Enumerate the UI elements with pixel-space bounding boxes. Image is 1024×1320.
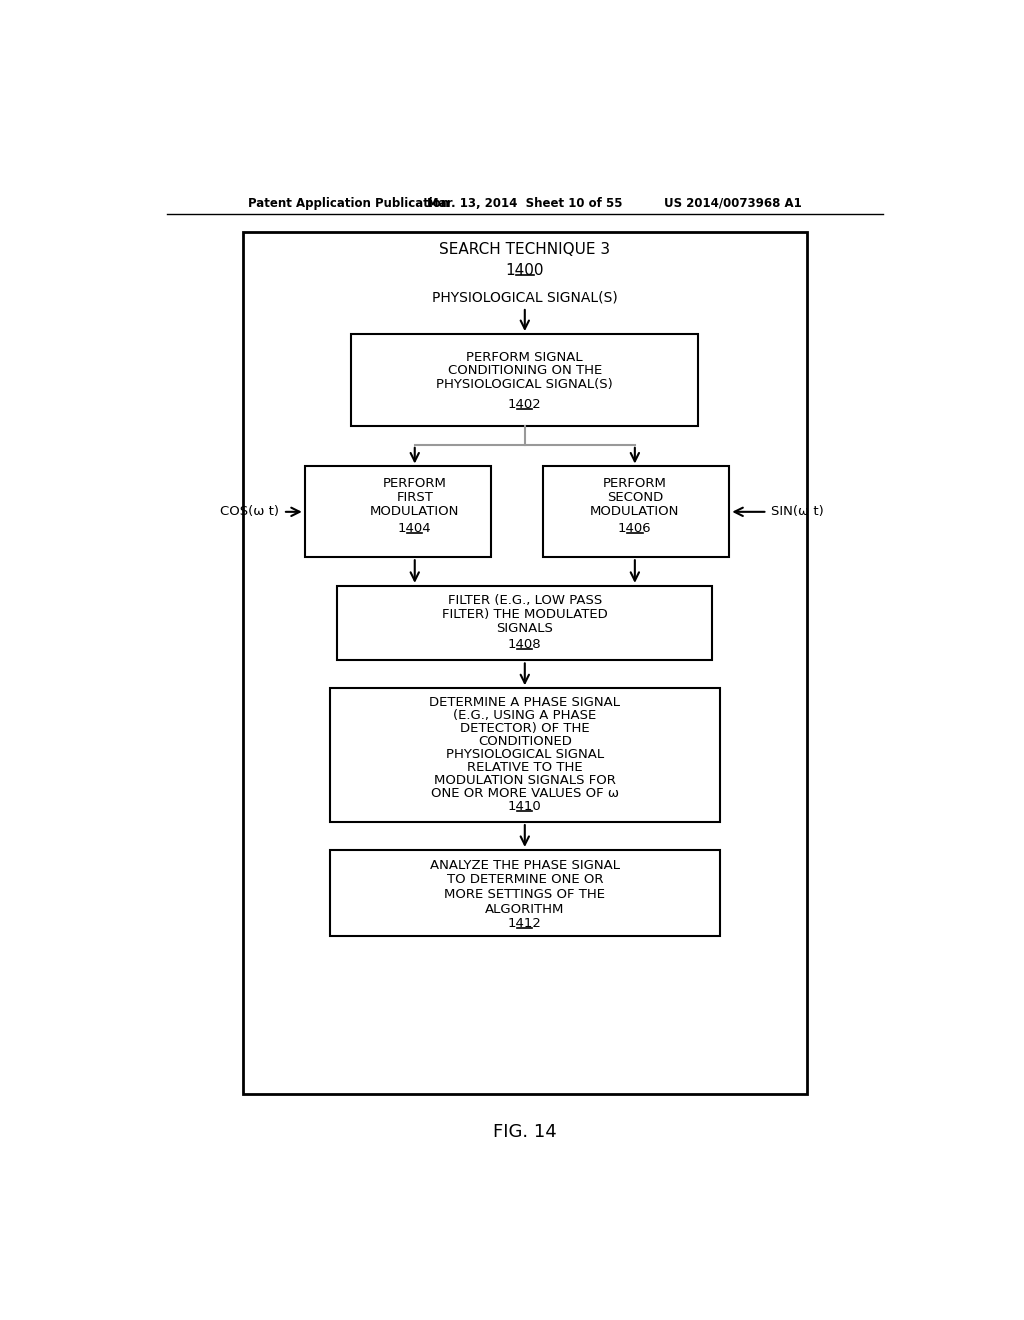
Text: SIN(ω t): SIN(ω t) — [771, 506, 824, 519]
FancyBboxPatch shape — [330, 850, 720, 936]
Text: 1402: 1402 — [508, 399, 542, 412]
FancyBboxPatch shape — [351, 334, 698, 426]
Text: PHYSIOLOGICAL SIGNAL(S): PHYSIOLOGICAL SIGNAL(S) — [436, 379, 613, 391]
FancyBboxPatch shape — [243, 231, 807, 1094]
Text: ONE OR MORE VALUES OF ω: ONE OR MORE VALUES OF ω — [431, 787, 618, 800]
FancyBboxPatch shape — [544, 466, 729, 557]
Text: CONDITIONED: CONDITIONED — [478, 735, 571, 748]
FancyBboxPatch shape — [337, 586, 713, 660]
Text: ANALYZE THE PHASE SIGNAL: ANALYZE THE PHASE SIGNAL — [430, 859, 620, 871]
Text: TO DETERMINE ONE OR: TO DETERMINE ONE OR — [446, 874, 603, 887]
Text: PERFORM: PERFORM — [383, 477, 446, 490]
Text: FILTER (E.G., LOW PASS: FILTER (E.G., LOW PASS — [447, 594, 602, 607]
Text: RELATIVE TO THE: RELATIVE TO THE — [467, 760, 583, 774]
Text: DETECTOR) OF THE: DETECTOR) OF THE — [460, 722, 590, 735]
Text: SIGNALS: SIGNALS — [497, 622, 553, 635]
Text: FIG. 14: FIG. 14 — [493, 1123, 557, 1142]
Text: PERFORM SIGNAL: PERFORM SIGNAL — [467, 351, 583, 363]
Text: 1408: 1408 — [508, 638, 542, 651]
Text: Patent Application Publication: Patent Application Publication — [248, 197, 450, 210]
Text: CONDITIONING ON THE: CONDITIONING ON THE — [447, 364, 602, 378]
Text: (E.G., USING A PHASE: (E.G., USING A PHASE — [454, 709, 596, 722]
Text: 1410: 1410 — [508, 800, 542, 813]
FancyBboxPatch shape — [330, 688, 720, 822]
Text: FILTER) THE MODULATED: FILTER) THE MODULATED — [442, 607, 607, 620]
Text: 1404: 1404 — [398, 521, 431, 535]
Text: MORE SETTINGS OF THE: MORE SETTINGS OF THE — [444, 888, 605, 902]
Text: DETERMINE A PHASE SIGNAL: DETERMINE A PHASE SIGNAL — [429, 696, 621, 709]
Text: US 2014/0073968 A1: US 2014/0073968 A1 — [665, 197, 802, 210]
Text: Mar. 13, 2014  Sheet 10 of 55: Mar. 13, 2014 Sheet 10 of 55 — [427, 197, 623, 210]
Text: 1400: 1400 — [506, 263, 544, 277]
FancyBboxPatch shape — [305, 466, 490, 557]
Text: MODULATION: MODULATION — [370, 504, 460, 517]
Text: PERFORM: PERFORM — [603, 477, 667, 490]
Text: FIRST: FIRST — [396, 491, 433, 504]
Text: 1406: 1406 — [618, 521, 651, 535]
Text: SEARCH TECHNIQUE 3: SEARCH TECHNIQUE 3 — [439, 242, 610, 257]
Text: ALGORITHM: ALGORITHM — [485, 903, 564, 916]
Text: 1412: 1412 — [508, 917, 542, 931]
Text: MODULATION SIGNALS FOR: MODULATION SIGNALS FOR — [434, 774, 615, 787]
Text: SECOND: SECOND — [607, 491, 663, 504]
Text: PHYSIOLOGICAL SIGNAL: PHYSIOLOGICAL SIGNAL — [445, 748, 604, 760]
Text: COS(ω t): COS(ω t) — [220, 506, 280, 519]
Text: MODULATION: MODULATION — [590, 504, 680, 517]
Text: PHYSIOLOGICAL SIGNAL(S): PHYSIOLOGICAL SIGNAL(S) — [432, 290, 617, 304]
